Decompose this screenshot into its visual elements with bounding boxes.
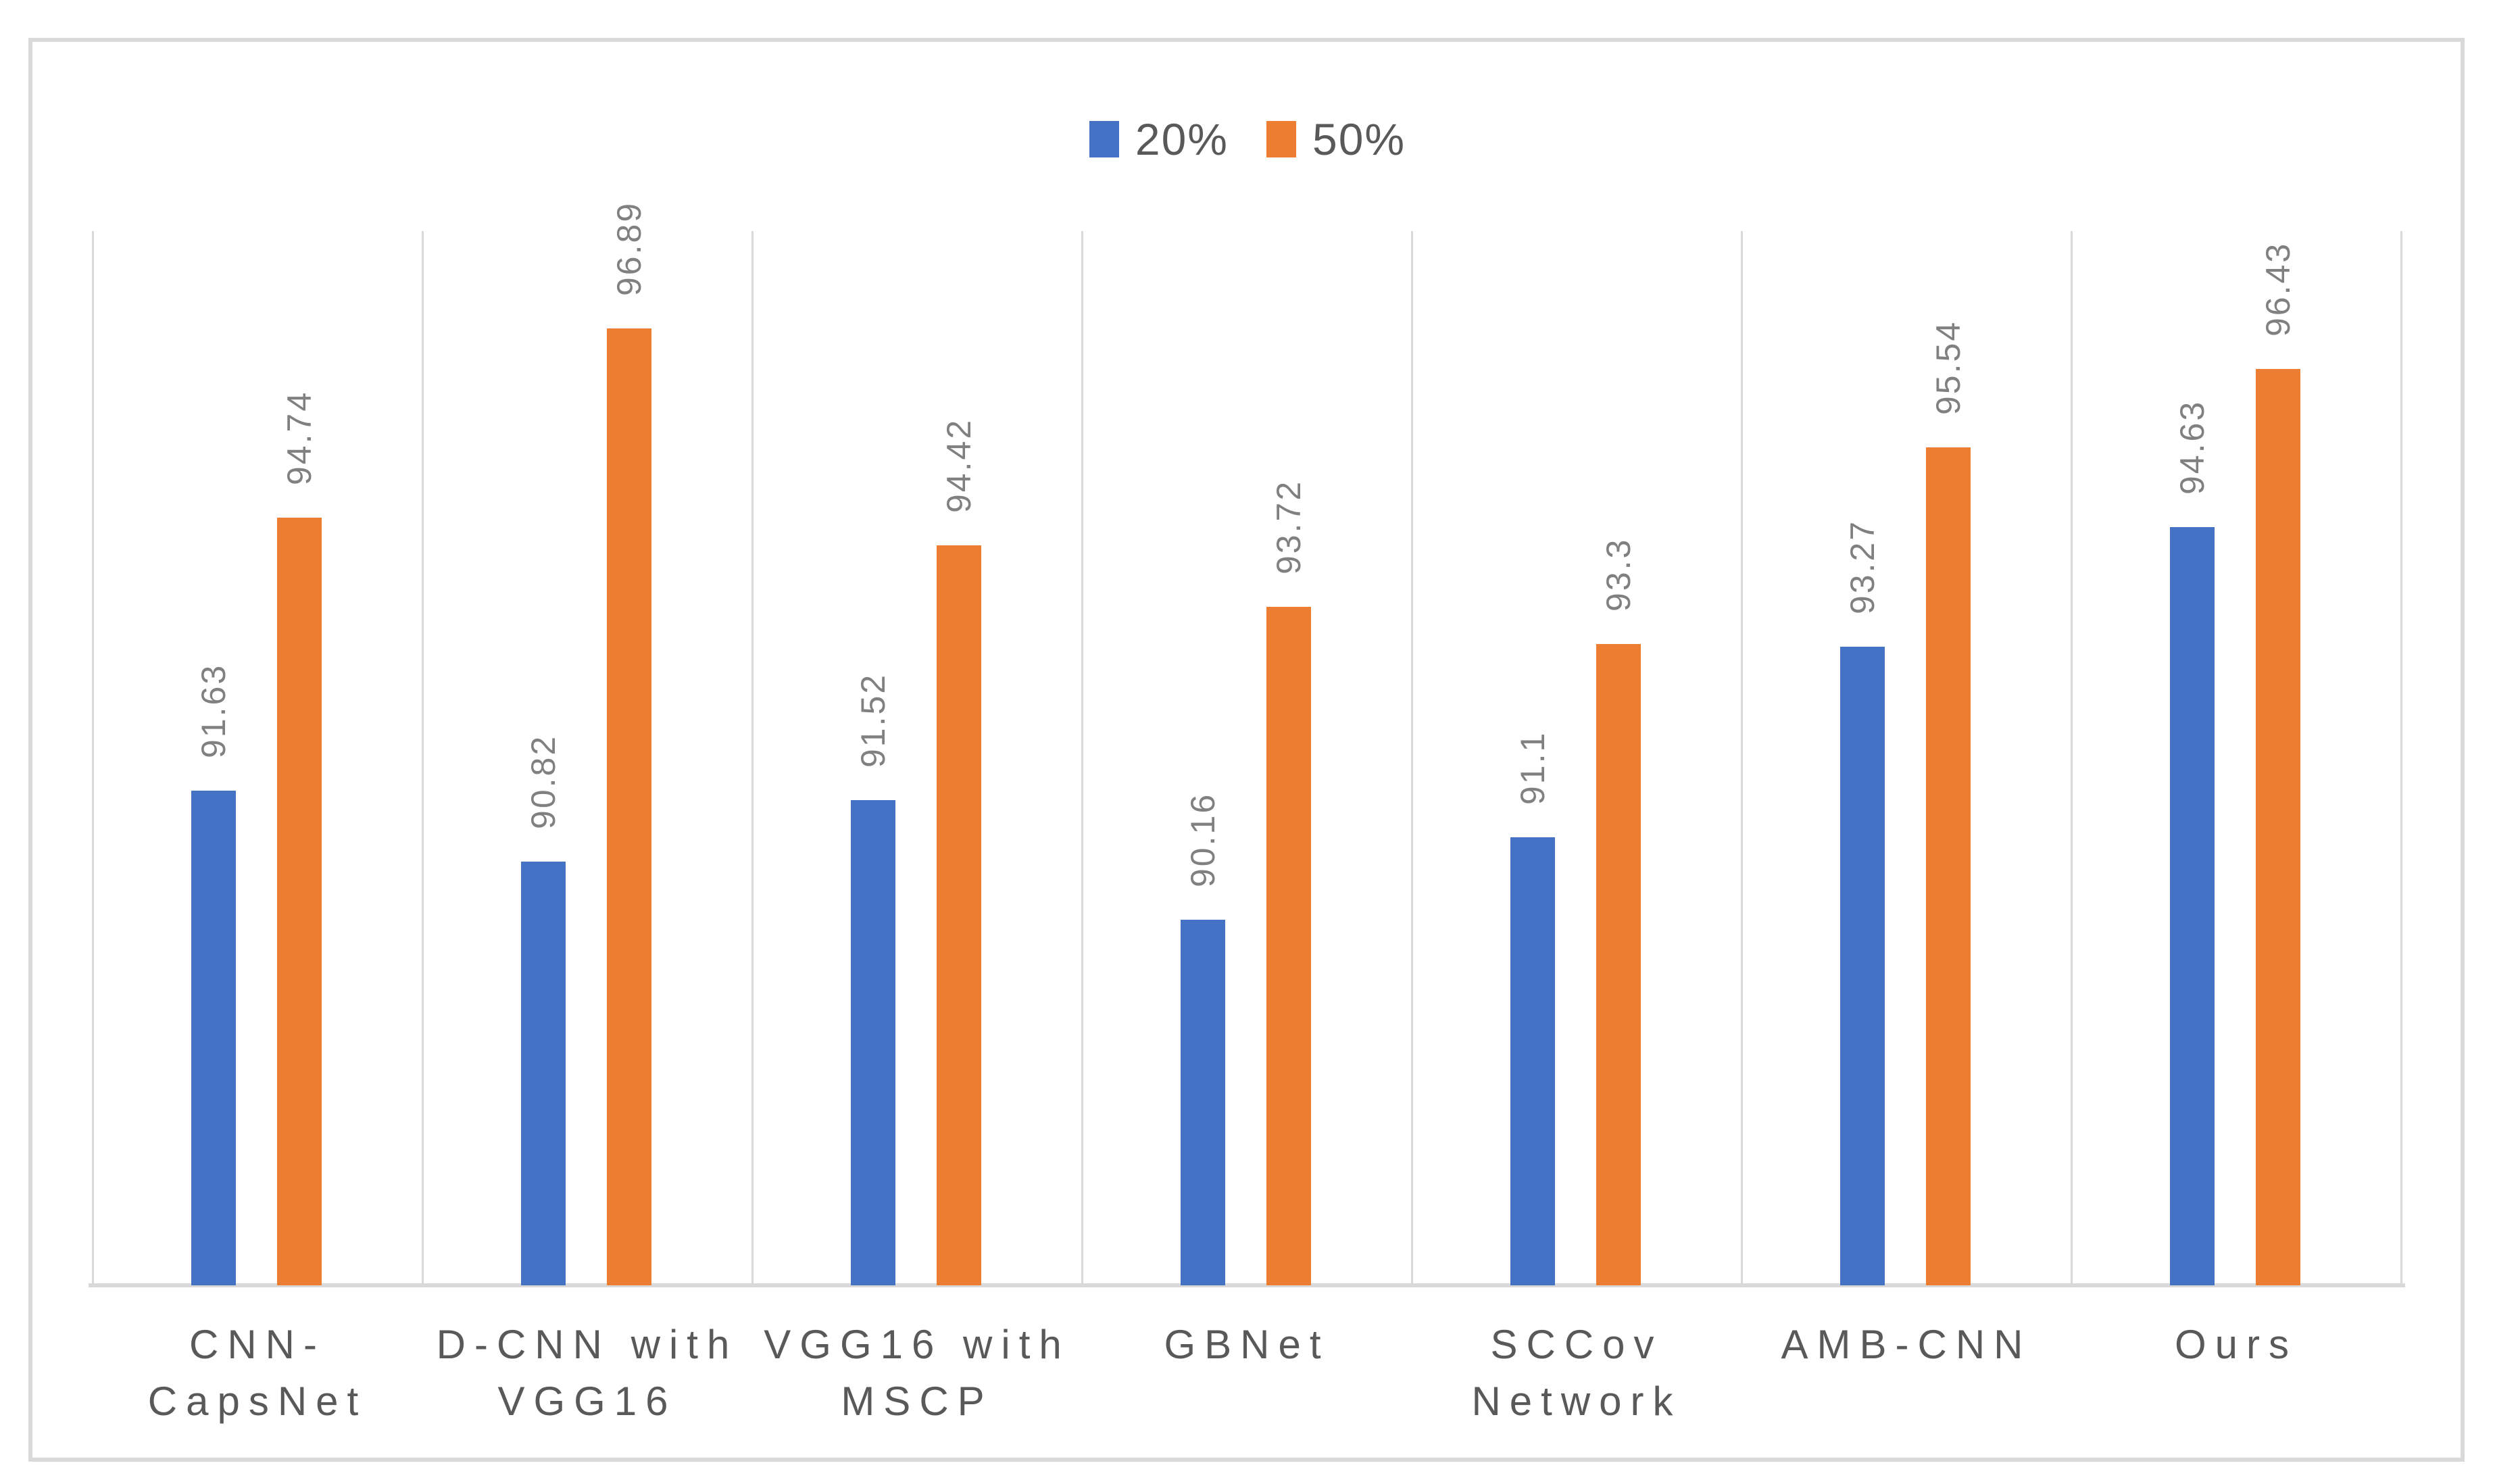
bar-value-label: 90.82 [524,735,562,830]
category-gridline [751,231,754,1285]
category-gridline [1740,231,1743,1285]
bar-20pct [1510,837,1555,1285]
category-label: SCCov Network [1471,1322,1682,1424]
category-label: GBNet [1164,1322,1330,1367]
category-gridline [2400,231,2402,1285]
legend-label-20pct: 20% [1135,114,1229,164]
category-gridline [1081,231,1083,1285]
bar-20pct [1840,646,1885,1285]
bar-value-label: 96.43 [2259,241,2297,337]
bar-value-label: 96.89 [610,201,648,297]
bar-value-label: 94.42 [940,418,978,514]
bar-value-label: 93.27 [1844,519,1881,614]
category-label: CNN-CapsNet [147,1322,368,1424]
bar-50pct [2256,369,2300,1285]
category-label: Ours [2174,1322,2298,1367]
chart-area-border [28,38,2465,1462]
category-label: D-CNN with VGG16 [436,1322,739,1424]
category-gridline [2070,231,2073,1285]
category-gridline [1410,231,1413,1285]
bar-20pct [2170,527,2215,1285]
bar-value-label: 93.72 [1270,480,1308,575]
bar-20pct [1181,920,1225,1285]
bar-value-label: 94.74 [280,390,318,485]
bar-50pct [277,517,322,1285]
category-gridline [91,231,94,1285]
legend-swatch-50pct-icon [1266,121,1296,157]
legend-item-20pct: 20% [1089,114,1229,165]
legend-swatch-20pct-icon [1089,121,1119,157]
bar-value-label: 93.3 [1600,537,1637,612]
category-label: VGG16 with MSCP [764,1322,1070,1424]
bar-value-label: 91.52 [854,673,892,768]
bar-20pct [851,800,895,1285]
category-label: AMB-CNN [1781,1322,2032,1367]
bar-value-label: 94.63 [2173,399,2211,495]
bar-20pct [521,862,566,1285]
bar-50pct [1266,607,1311,1285]
category-gridline [421,231,424,1285]
bar-value-label: 90.16 [1184,793,1222,888]
bar-50pct [607,328,651,1285]
x-axis-line [89,1283,2405,1287]
bar-20pct [191,791,236,1285]
bar-50pct [1926,447,1971,1285]
bar-50pct [937,545,981,1285]
legend-item-50pct: 50% [1266,114,1406,165]
bar-value-label: 91.63 [195,663,232,759]
bar-value-label: 91.1 [1514,731,1552,805]
bar-50pct [1596,644,1641,1285]
legend: 20% 50% [0,114,2495,165]
bar-value-label: 95.54 [1929,320,1967,415]
legend-label-50pct: 50% [1312,114,1406,164]
